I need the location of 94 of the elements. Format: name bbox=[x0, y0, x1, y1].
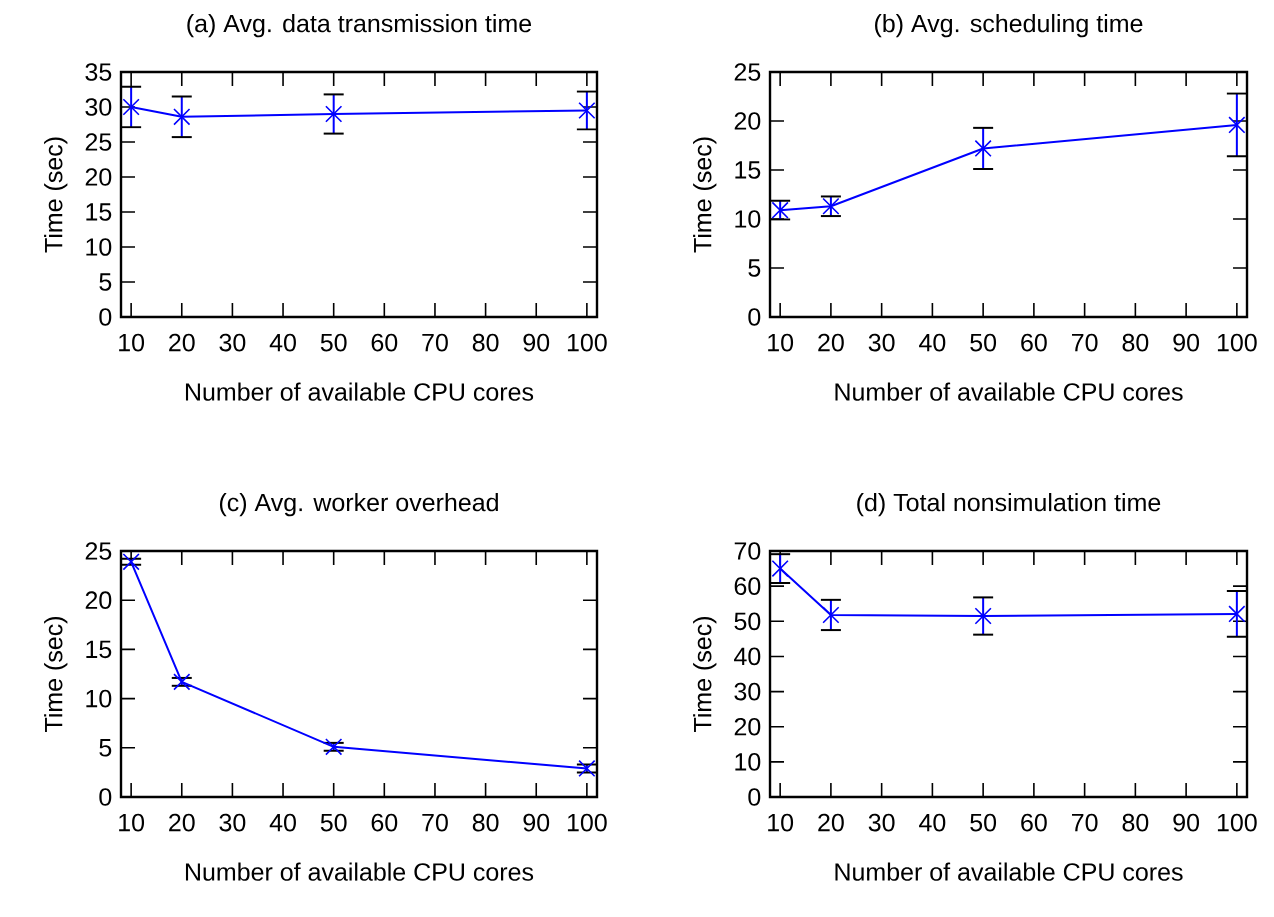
y-tick-label: 10 bbox=[735, 753, 761, 771]
point bbox=[974, 607, 992, 625]
point bbox=[578, 101, 596, 120]
y-tick-label: 30 bbox=[85, 98, 112, 116]
chart-title: (c) Avg. worker overhead bbox=[219, 492, 498, 517]
y-tick-label: 20 bbox=[85, 591, 112, 610]
x-tick-label: 20 bbox=[818, 813, 844, 832]
y-tick-label: 40 bbox=[734, 647, 761, 666]
x-tick-label: 60 bbox=[371, 333, 398, 352]
x-tick-label: 90 bbox=[523, 333, 550, 352]
x-tick-label: 30 bbox=[219, 813, 246, 832]
y-tick-label: 50 bbox=[734, 612, 761, 631]
y-tick-label: 10 bbox=[86, 689, 112, 708]
point bbox=[325, 738, 343, 756]
x-tick-label: 70 bbox=[1072, 333, 1098, 352]
x-tick-label: 60 bbox=[1021, 333, 1047, 352]
x-tick-label: 40 bbox=[919, 813, 946, 832]
y-tick-label: 30 bbox=[734, 682, 761, 701]
y-tick-label: 15 bbox=[86, 640, 112, 659]
x-tick-label: 10 bbox=[119, 333, 145, 352]
point bbox=[974, 139, 992, 158]
y-tick-label: 0 bbox=[99, 308, 112, 326]
x-tick-label: 70 bbox=[422, 333, 448, 352]
x-tick-label: 90 bbox=[523, 813, 550, 832]
x-tick-label: 10 bbox=[768, 333, 794, 352]
x-tick-label: 90 bbox=[1173, 333, 1200, 352]
x-tick-label: 10 bbox=[119, 813, 145, 832]
y-tick-label: 0 bbox=[748, 308, 761, 326]
x-tick-label: 40 bbox=[269, 333, 296, 352]
x-tick-label: 100 bbox=[567, 813, 607, 832]
x-tick-label: 40 bbox=[269, 813, 296, 832]
y-tick-label: 25 bbox=[85, 133, 112, 151]
point bbox=[1228, 605, 1246, 623]
x-tick-label: 80 bbox=[1122, 813, 1149, 832]
x-tick-label: 100 bbox=[567, 333, 607, 352]
x-tick-label: 60 bbox=[371, 813, 398, 832]
x-tick-label: 10 bbox=[768, 813, 794, 832]
y-tick-label: 10 bbox=[86, 238, 112, 256]
point bbox=[325, 105, 343, 123]
x-tick-label: 60 bbox=[1021, 813, 1047, 832]
point bbox=[122, 553, 140, 571]
x-axis-title: Number of available CPU cores bbox=[185, 862, 534, 881]
x-tick-label: 30 bbox=[219, 333, 246, 352]
point bbox=[173, 108, 191, 126]
y-tick-label: 25 bbox=[85, 542, 112, 560]
x-axis-title: Number of available CPU cores bbox=[835, 862, 1183, 881]
x-tick-label: 70 bbox=[1072, 813, 1098, 832]
point bbox=[122, 98, 140, 116]
point bbox=[578, 759, 596, 778]
x-axis-title: Number of available CPU cores bbox=[185, 382, 534, 401]
y-tick-label: 20 bbox=[85, 168, 112, 186]
x-tick-label: 50 bbox=[970, 333, 997, 352]
y-tick-label: 70 bbox=[734, 542, 761, 560]
chart-title: (a) Avg. data transmission time bbox=[187, 13, 532, 38]
y-tick-label: 0 bbox=[99, 788, 112, 806]
x-tick-label: 40 bbox=[919, 333, 946, 352]
x-tick-label: 100 bbox=[1217, 813, 1257, 832]
x-tick-label: 50 bbox=[970, 813, 997, 832]
y-axis-title: Time (sec) bbox=[44, 137, 68, 253]
x-tick-label: 30 bbox=[868, 813, 895, 832]
x-tick-label: 80 bbox=[472, 813, 499, 832]
y-tick-label: 5 bbox=[748, 259, 761, 277]
x-tick-label: 30 bbox=[868, 333, 895, 352]
y-tick-label: 5 bbox=[99, 273, 112, 291]
x-tick-label: 100 bbox=[1217, 333, 1257, 352]
y-tick-label: 35 bbox=[85, 63, 112, 81]
y-axis-title: Time (sec) bbox=[44, 617, 68, 732]
y-tick-label: 15 bbox=[735, 161, 761, 179]
x-tick-label: 90 bbox=[1173, 813, 1200, 832]
y-tick-label: 60 bbox=[734, 577, 761, 596]
y-tick-label: 15 bbox=[86, 203, 112, 221]
x-tick-label: 20 bbox=[818, 333, 844, 352]
x-tick-label: 20 bbox=[169, 333, 195, 352]
x-tick-label: 50 bbox=[320, 333, 347, 352]
y-tick-label: 20 bbox=[734, 717, 761, 736]
point bbox=[822, 606, 840, 624]
y-tick-label: 0 bbox=[748, 788, 761, 806]
y-axis-title: Time (sec) bbox=[693, 137, 717, 253]
y-tick-label: 25 bbox=[734, 63, 761, 81]
point bbox=[1228, 116, 1246, 134]
x-tick-label: 70 bbox=[422, 813, 448, 832]
y-tick-label: 10 bbox=[735, 210, 761, 228]
point bbox=[771, 560, 789, 578]
y-axis-title: Time (sec) bbox=[693, 617, 717, 732]
x-tick-label: 80 bbox=[1122, 333, 1149, 352]
x-tick-label: 20 bbox=[169, 813, 195, 832]
chart-title: (d) Total nonsimulation time bbox=[857, 492, 1161, 517]
x-axis-title: Number of available CPU cores bbox=[835, 382, 1183, 401]
chart-title: (b) Avg. scheduling time bbox=[875, 13, 1143, 38]
y-tick-label: 5 bbox=[99, 739, 112, 757]
x-tick-label: 50 bbox=[320, 813, 347, 832]
x-tick-label: 80 bbox=[472, 333, 499, 352]
point bbox=[173, 673, 191, 691]
y-tick-label: 20 bbox=[734, 112, 761, 130]
